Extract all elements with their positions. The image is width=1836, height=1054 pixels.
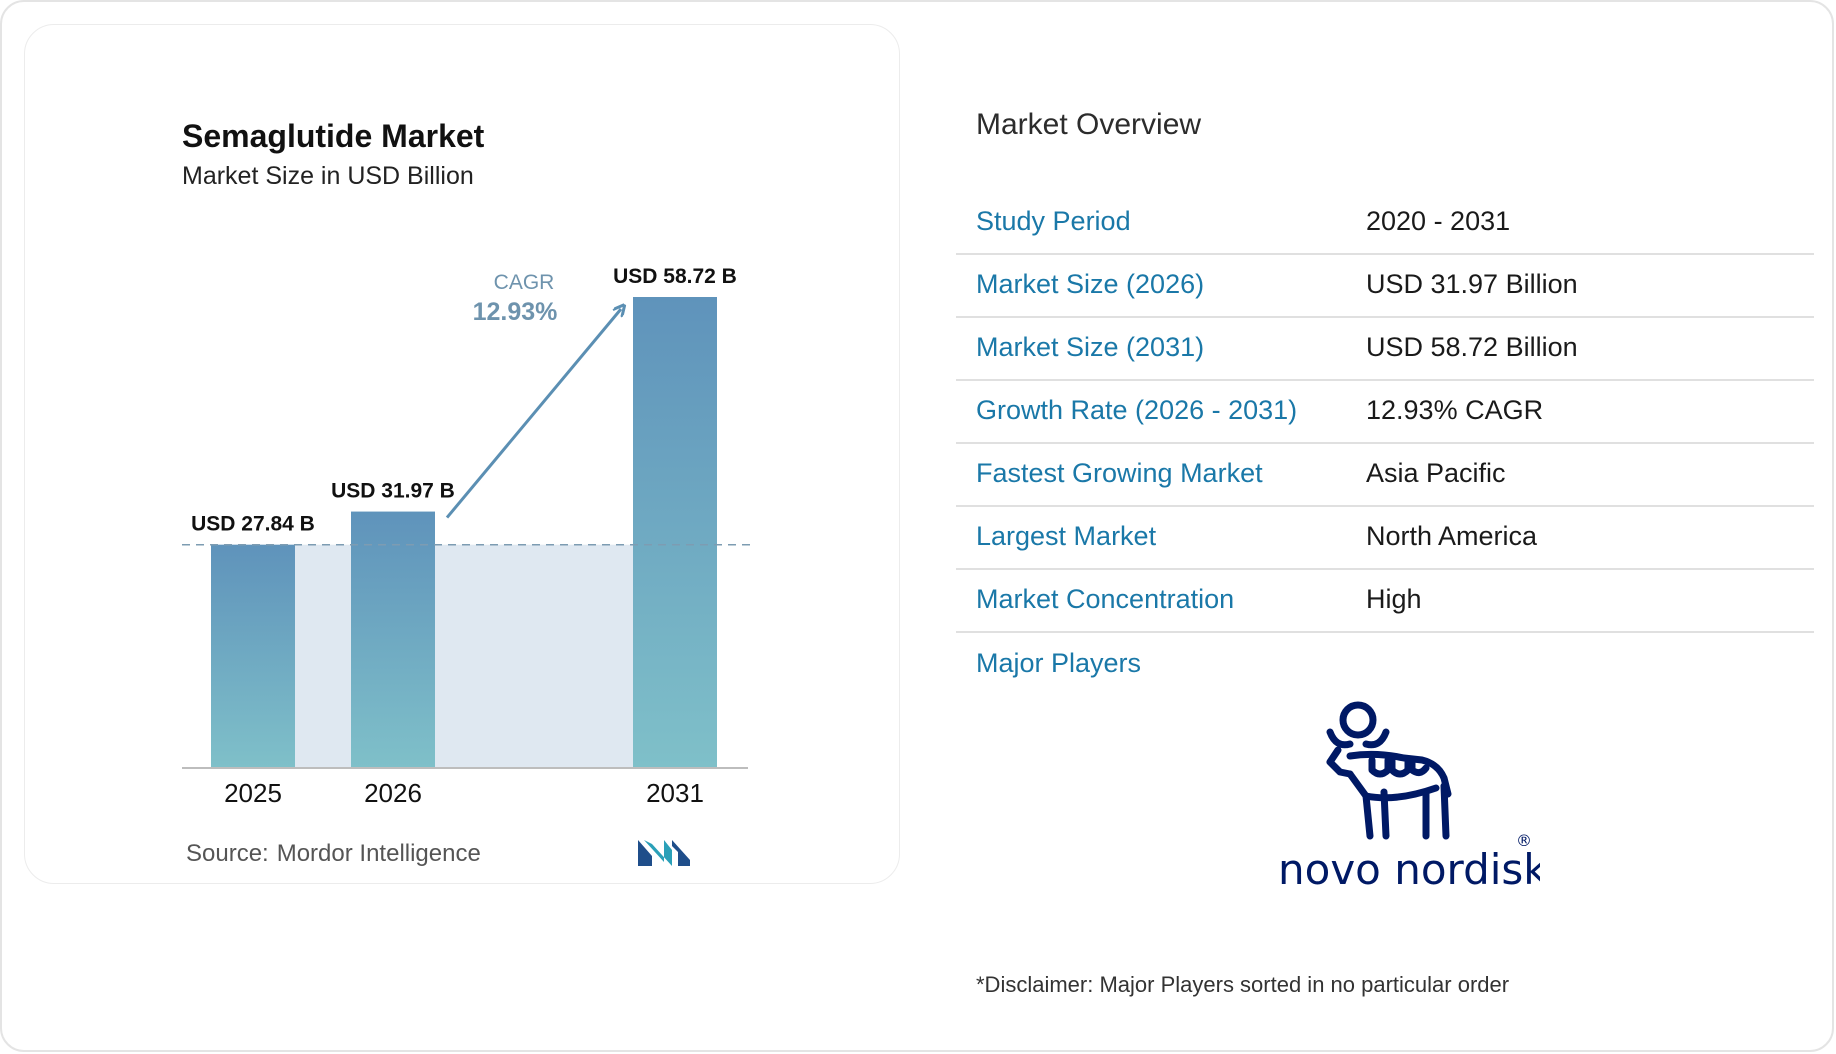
cagr-value: 12.93% bbox=[473, 298, 558, 326]
overview-row: Market Size (2026) USD 31.97 Billion bbox=[956, 255, 1814, 318]
overview-row: Largest Market North America bbox=[956, 507, 1814, 570]
overview-value: 12.93% CAGR bbox=[1366, 395, 1544, 425]
x-tick-label-2026: 2026 bbox=[364, 778, 422, 808]
bar-2025 bbox=[211, 544, 295, 768]
overview-row: Growth Rate (2026 - 2031) 12.93% CAGR bbox=[956, 381, 1814, 444]
mordor-intelligence-logo-icon bbox=[638, 840, 690, 866]
x-tick-label-2031: 2031 bbox=[646, 778, 704, 808]
chart-subtitle: Market Size in USD Billion bbox=[182, 162, 474, 190]
svg-text:®: ® bbox=[1516, 831, 1532, 850]
bar-chart: USD 27.84 B USD 31.97 B USD 58.72 B 2025 20… bbox=[182, 265, 752, 808]
overview-value: 2020 - 2031 bbox=[1366, 206, 1511, 236]
overview-row: Fastest Growing Market Asia Pacific bbox=[956, 444, 1814, 507]
overview-row: Study Period 2020 - 2031 bbox=[956, 192, 1814, 255]
source-line: Source: Mordor Intelligence bbox=[186, 840, 481, 868]
overview-label: Market Size (2031) bbox=[976, 332, 1205, 362]
overview-value: High bbox=[1366, 584, 1422, 614]
overview-value: USD 58.72 Billion bbox=[1366, 332, 1578, 362]
data-label-2026: USD 31.97 B bbox=[331, 480, 455, 503]
overview-title: Market Overview bbox=[976, 108, 1202, 141]
novo-nordisk-bull-logo-icon: novo nordisk ® bbox=[1278, 701, 1540, 892]
overview-label: Largest Market bbox=[976, 521, 1157, 551]
overview-row: Market Size (2031) USD 58.72 Billion bbox=[956, 318, 1814, 381]
chart-title: Semaglutide Market bbox=[182, 118, 485, 154]
major-players-label: Major Players bbox=[976, 648, 1142, 678]
cagr-arrow bbox=[445, 309, 621, 519]
cagr-label: CAGR bbox=[494, 271, 555, 294]
disclaimer: *Disclaimer: Major Players sorted in no … bbox=[976, 972, 1510, 997]
overview-label: Fastest Growing Market bbox=[976, 458, 1263, 488]
overview-label: Study Period bbox=[976, 206, 1131, 236]
overview-label: Growth Rate (2026 - 2031) bbox=[976, 395, 1298, 425]
bar-2031 bbox=[633, 297, 717, 768]
bar-2026 bbox=[351, 511, 435, 768]
overview-label: Market Concentration bbox=[976, 584, 1235, 614]
data-label-2025: USD 27.84 B bbox=[191, 513, 315, 536]
x-tick-label-2025: 2025 bbox=[224, 778, 282, 808]
overview-table: Study Period 2020 - 2031 Market Size (20… bbox=[956, 192, 1814, 633]
source-name: Mordor Intelligence bbox=[276, 840, 481, 867]
overview-value: North America bbox=[1366, 521, 1538, 551]
source-label: Source: bbox=[186, 840, 269, 867]
overview-value: USD 31.97 Billion bbox=[1366, 269, 1578, 299]
overview-label: Market Size (2026) bbox=[976, 269, 1205, 299]
overview-value: Asia Pacific bbox=[1366, 458, 1506, 488]
player-logo-text: novo nordisk bbox=[1278, 845, 1540, 892]
data-label-2031: USD 58.72 B bbox=[613, 265, 737, 288]
overview-row: Market Concentration High bbox=[956, 570, 1814, 633]
